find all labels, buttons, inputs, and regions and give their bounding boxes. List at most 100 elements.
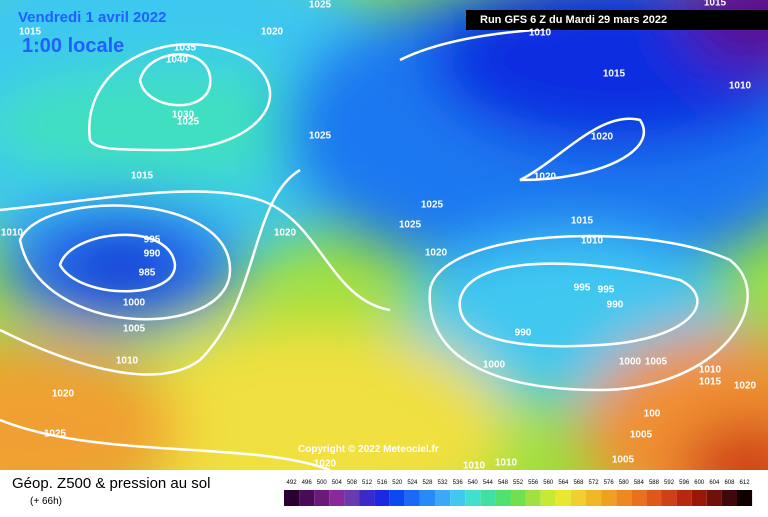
isobar-label: 1020 — [314, 459, 337, 470]
legend-level: 564 — [558, 480, 569, 486]
isobar-label: 1020 — [425, 248, 448, 259]
isobar-label: 1015 — [699, 377, 722, 388]
legend-swatch — [721, 490, 737, 506]
isobar-label: 1035 — [174, 43, 197, 54]
legend-swatch — [329, 490, 345, 506]
isobar-label: 1010 — [581, 236, 604, 247]
isobar-label: 1015 — [131, 171, 154, 182]
legend-swatch — [570, 490, 586, 506]
isobar-label: 1010 — [116, 356, 139, 367]
isobar-label: 1010 — [729, 81, 752, 92]
isobar-label: 1010 — [699, 365, 722, 376]
legend-swatch — [646, 490, 662, 506]
legend-swatch — [495, 490, 511, 506]
footer-title: Géop. Z500 & pression au sol — [12, 475, 210, 492]
color-legend: 492 496 500 504 508 512 516 520 524 528 532 536 540 5… — [284, 480, 753, 506]
legend-level: 604 — [709, 480, 720, 486]
legend-swatch — [435, 490, 451, 506]
isobar-label: 1005 — [630, 430, 653, 441]
footer-lead: (+ 66h) — [30, 496, 62, 507]
legend-level: 568 — [573, 480, 584, 486]
legend-level: 532 — [438, 480, 449, 486]
legend-swatch — [616, 490, 632, 506]
isobar-label: 995 — [574, 283, 591, 294]
isobar-label: 995 — [598, 285, 615, 296]
run-banner — [466, 10, 768, 30]
isobar-label: 1025 — [309, 0, 332, 11]
isobar-label: 1010 — [1, 228, 24, 239]
legend-level: 496 — [302, 480, 313, 486]
isobar-label: 1020 — [274, 228, 297, 239]
isobar-label: 1020 — [534, 172, 557, 183]
legend-swatch — [510, 490, 526, 506]
legend-swatch — [314, 490, 330, 506]
legend-level: 516 — [377, 480, 388, 486]
isobar-label: 1000 — [619, 357, 642, 368]
legend-level: 524 — [407, 480, 418, 486]
legend-swatch — [706, 490, 722, 506]
legend-swatch — [419, 490, 435, 506]
legend-swatch — [299, 490, 315, 506]
legend-level: 560 — [543, 480, 554, 486]
legend-swatch — [555, 490, 571, 506]
isobar-label: 1020 — [52, 389, 75, 400]
isobar-label: 990 — [607, 300, 624, 311]
legend-swatch — [676, 490, 692, 506]
isobar-label: 100 — [644, 409, 661, 420]
isobar-label: 1010 — [529, 28, 552, 39]
legend-level: 580 — [619, 480, 630, 486]
legend-level: 504 — [332, 480, 343, 486]
isobar-label: 1025 — [421, 200, 444, 211]
isobar-label: 1020 — [591, 132, 614, 143]
isobar-label: 1000 — [123, 298, 146, 309]
legend-level: 600 — [694, 480, 705, 486]
legend-level: 540 — [468, 480, 479, 486]
isobar-label: 1015 — [704, 0, 727, 9]
legend-swatch — [661, 490, 677, 506]
forecast-date: Vendredi 1 avril 2022 — [18, 9, 166, 26]
copyright: Copyright © 2022 Meteociel.fr — [298, 444, 439, 455]
legend-level: 500 — [317, 480, 328, 486]
isobar-label: 995 — [144, 235, 161, 246]
legend-level: 572 — [589, 480, 600, 486]
legend-level: 612 — [740, 480, 751, 486]
isobar-label: 1025 — [309, 131, 332, 142]
legend-level: 584 — [634, 480, 645, 486]
isobar-label: 1015 — [571, 216, 594, 227]
isobar-label: 1025 — [177, 117, 200, 128]
isobar-label: 1020 — [734, 381, 757, 392]
isobar-label: 1015 — [19, 27, 42, 38]
legend-level: 576 — [604, 480, 615, 486]
legend-swatch — [465, 490, 481, 506]
legend-swatch — [389, 490, 405, 506]
isobar-label: 1025 — [44, 429, 67, 440]
isobar-label: 1020 — [261, 27, 284, 38]
legend-swatch — [631, 490, 647, 506]
isobar-label: 1010 — [495, 458, 518, 469]
isobar-label: 1005 — [612, 455, 635, 466]
legend-swatch — [344, 490, 360, 506]
legend-swatch — [404, 490, 420, 506]
isobar-label: 1005 — [645, 357, 668, 368]
isobars — [0, 18, 749, 470]
forecast-time: 1:00 locale — [22, 35, 124, 57]
isobar-label: 985 — [139, 268, 156, 279]
legend-swatch — [601, 490, 617, 506]
legend-level: 544 — [483, 480, 494, 486]
legend-swatch — [374, 490, 390, 506]
legend-swatch — [284, 490, 300, 506]
legend-level: 520 — [392, 480, 403, 486]
legend-swatch — [480, 490, 496, 506]
legend-swatch — [737, 490, 753, 506]
isobar-label: 1010 — [463, 461, 486, 472]
legend-swatch — [691, 490, 707, 506]
isobar-label: 1015 — [603, 69, 626, 80]
legend-level: 588 — [649, 480, 660, 486]
legend-level: 536 — [453, 480, 464, 486]
isobar-label: 990 — [144, 249, 161, 260]
isobar-label: 1000 — [483, 360, 506, 371]
legend-swatch — [540, 490, 556, 506]
